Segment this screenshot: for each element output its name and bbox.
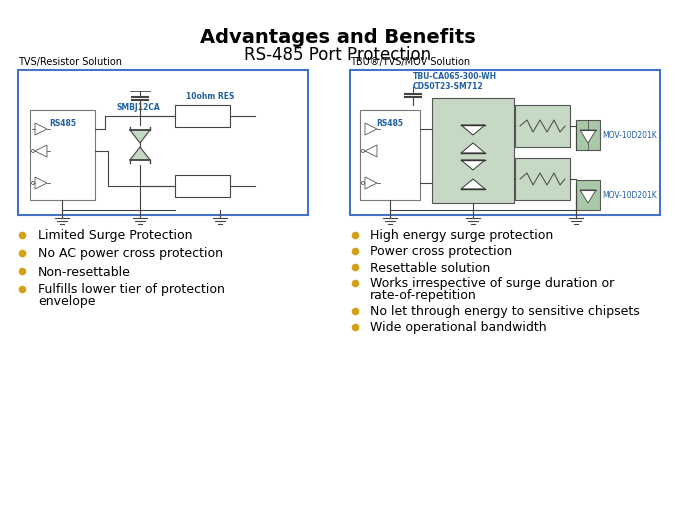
Bar	[576, 121, 600, 150]
Text: Resettable solution: Resettable solution	[370, 261, 490, 274]
Polygon shape	[461, 144, 485, 154]
Text: TBU®/TVS/MOV Solution: TBU®/TVS/MOV Solution	[350, 57, 470, 67]
Text: Works irrespective of surge duration or: Works irrespective of surge duration or	[370, 277, 614, 290]
Circle shape	[362, 182, 364, 185]
Bar	[515, 106, 570, 147]
Text: Wide operational bandwidth: Wide operational bandwidth	[370, 321, 547, 334]
Text: SMBJ12CA: SMBJ12CA	[116, 103, 160, 112]
Text: TVS/Resistor Solution: TVS/Resistor Solution	[18, 57, 122, 67]
Polygon shape	[461, 126, 485, 136]
Circle shape	[32, 182, 34, 185]
Polygon shape	[130, 131, 150, 144]
Text: CDS0T23-SM712: CDS0T23-SM712	[412, 82, 483, 91]
Text: TBU-CA065-300-WH: TBU-CA065-300-WH	[413, 72, 497, 81]
Polygon shape	[461, 180, 485, 189]
Bar	[576, 181, 600, 211]
Text: High energy surge protection: High energy surge protection	[370, 229, 554, 242]
Bar	[30, 111, 95, 200]
Text: Limited Surge Protection: Limited Surge Protection	[38, 229, 192, 242]
Text: 10ohm RES: 10ohm RES	[186, 92, 234, 101]
Polygon shape	[580, 190, 596, 204]
Bar	[175, 176, 230, 197]
Text: Non-resettable: Non-resettable	[38, 265, 131, 278]
Text: No let through energy to sensitive chipsets: No let through energy to sensitive chips…	[370, 305, 640, 318]
Text: envelope: envelope	[38, 295, 95, 308]
Bar	[360, 111, 420, 200]
Circle shape	[362, 150, 364, 153]
Polygon shape	[580, 131, 596, 144]
Polygon shape	[461, 161, 485, 171]
Polygon shape	[365, 146, 377, 158]
Text: MOV-10D201K: MOV-10D201K	[602, 191, 657, 200]
Text: RS-485 Port Protection: RS-485 Port Protection	[244, 46, 431, 64]
Text: rate-of-repetition: rate-of-repetition	[370, 289, 477, 302]
Text: Advantages and Benefits: Advantages and Benefits	[200, 28, 475, 47]
Circle shape	[32, 150, 34, 153]
Polygon shape	[365, 124, 377, 136]
Text: Power cross protection: Power cross protection	[370, 245, 512, 258]
Text: RS485: RS485	[377, 119, 404, 128]
Polygon shape	[35, 146, 47, 158]
Text: Fulfills lower tier of protection: Fulfills lower tier of protection	[38, 283, 225, 296]
Bar	[18, 71, 308, 216]
Text: MOV-10D201K: MOV-10D201K	[602, 131, 657, 140]
Polygon shape	[35, 178, 47, 189]
Text: RS485: RS485	[49, 119, 76, 128]
Bar	[515, 159, 570, 200]
Polygon shape	[35, 124, 47, 136]
Polygon shape	[365, 178, 377, 189]
Bar	[175, 106, 230, 128]
Bar	[350, 71, 660, 216]
Bar	[432, 99, 514, 204]
Polygon shape	[130, 147, 150, 161]
Text: No AC power cross protection: No AC power cross protection	[38, 247, 223, 260]
